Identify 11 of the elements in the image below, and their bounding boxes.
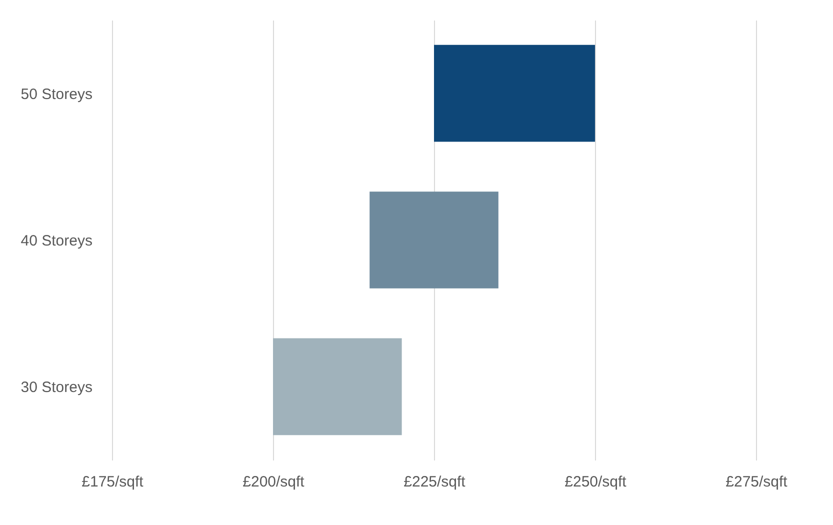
y-tick-label: 50 Storeys: [20, 86, 92, 103]
y-tick-label: 40 Storeys: [20, 232, 92, 250]
x-tick-label: £250/sqft: [564, 474, 628, 490]
bar: [370, 192, 498, 288]
bar: [434, 44, 595, 142]
x-tick-label: £275/sqft: [726, 474, 788, 490]
bar: [273, 338, 402, 436]
x-tick-label: £175/sqft: [82, 474, 144, 490]
x-tick-label: £225/sqft: [404, 474, 466, 490]
y-tick-label: 30 Storeys: [20, 379, 92, 396]
x-tick-label: £200/sqft: [242, 474, 306, 490]
